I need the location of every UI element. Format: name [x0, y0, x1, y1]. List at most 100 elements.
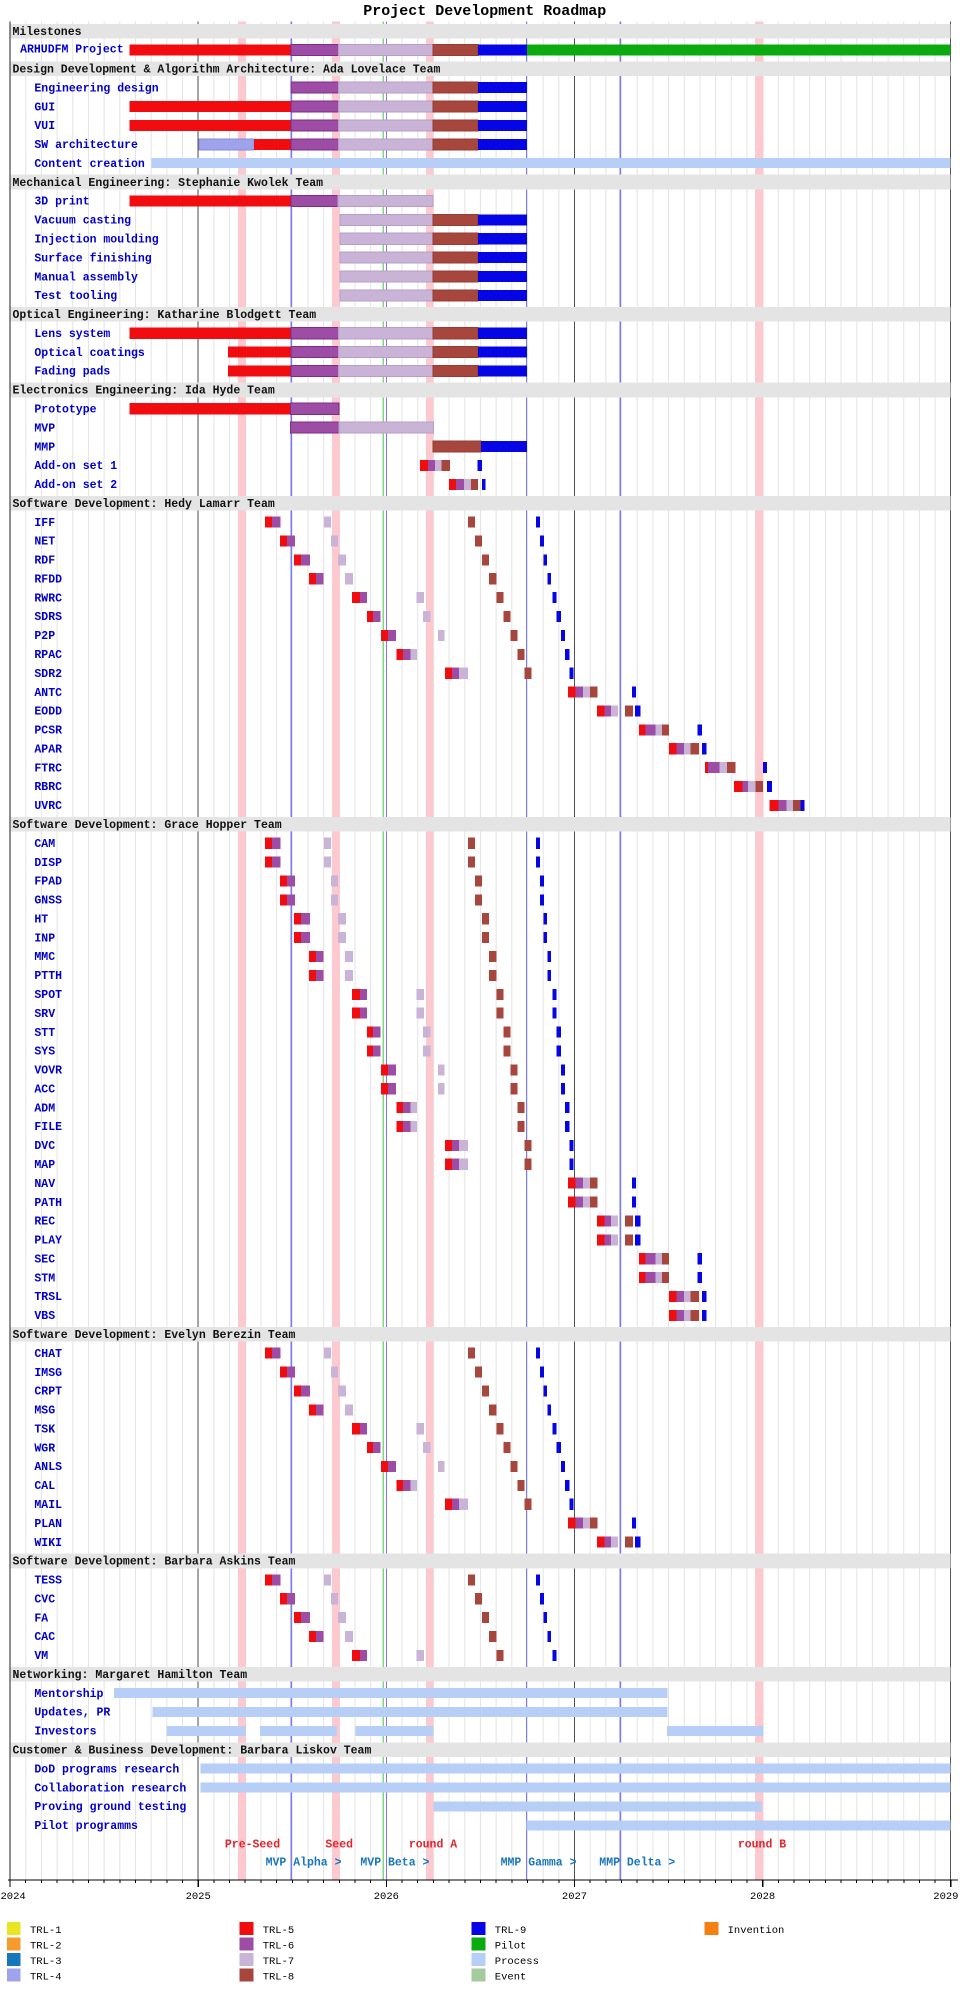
svg-text:Customer & Business Developmen: Customer & Business Development: Barbara…: [13, 1745, 372, 1758]
svg-text:ANLS: ANLS: [34, 1461, 62, 1474]
svg-text:Software Development: Grace Ho: Software Development: Grace Hopper Team: [13, 819, 282, 832]
svg-text:3D print: 3D print: [34, 196, 89, 209]
svg-text:REC: REC: [34, 1216, 55, 1229]
svg-text:Vacuum casting: Vacuum casting: [34, 215, 131, 228]
svg-text:round B: round B: [738, 1838, 786, 1851]
svg-text:round A: round A: [409, 1838, 457, 1851]
svg-text:MVP Beta >: MVP Beta >: [360, 1856, 429, 1869]
svg-text:Collaboration research: Collaboration research: [34, 1782, 186, 1795]
svg-text:VBS: VBS: [34, 1310, 55, 1323]
svg-text:SW architecture: SW architecture: [34, 139, 138, 152]
svg-text:APAR: APAR: [34, 743, 62, 756]
svg-text:Lens system: Lens system: [34, 328, 110, 341]
svg-text:Prototype: Prototype: [34, 403, 96, 416]
svg-text:STM: STM: [34, 1272, 55, 1285]
svg-text:SDRS: SDRS: [34, 611, 62, 624]
svg-text:Optical Engineering: Katharine: Optical Engineering: Katharine Blodgett …: [13, 309, 317, 322]
svg-text:Invention: Invention: [728, 1925, 785, 1937]
svg-text:Add-on set 2: Add-on set 2: [34, 479, 117, 492]
svg-text:RFDD: RFDD: [34, 573, 62, 586]
svg-text:2024: 2024: [1, 1891, 26, 1903]
svg-text:Content creation: Content creation: [34, 158, 145, 171]
svg-text:PCSR: PCSR: [34, 725, 62, 738]
svg-text:FPAD: FPAD: [34, 876, 62, 889]
svg-text:Pilot programms: Pilot programms: [34, 1820, 138, 1833]
svg-text:TESS: TESS: [34, 1575, 62, 1588]
svg-text:FILE: FILE: [34, 1121, 62, 1134]
svg-text:Process: Process: [495, 1956, 539, 1968]
svg-text:MMP: MMP: [34, 441, 55, 454]
svg-text:NET: NET: [34, 536, 55, 549]
svg-text:DISP: DISP: [34, 857, 62, 870]
svg-text:GUI: GUI: [34, 101, 55, 114]
svg-text:EODD: EODD: [34, 706, 62, 719]
svg-text:CRPT: CRPT: [34, 1386, 62, 1399]
svg-text:Software Development: Hedy Lam: Software Development: Hedy Lamarr Team: [13, 498, 275, 511]
svg-text:PLAY: PLAY: [34, 1235, 62, 1248]
svg-text:2028: 2028: [750, 1891, 775, 1903]
svg-text:DoD programs research: DoD programs research: [34, 1763, 179, 1776]
svg-text:Manual assembly: Manual assembly: [34, 271, 138, 284]
svg-text:Pre-Seed: Pre-Seed: [225, 1838, 280, 1851]
svg-text:PTTH: PTTH: [34, 970, 62, 983]
svg-text:2027: 2027: [562, 1891, 587, 1903]
svg-text:Fading pads: Fading pads: [34, 366, 110, 379]
svg-text:Surface finishing: Surface finishing: [34, 252, 151, 265]
svg-text:ADM: ADM: [34, 1102, 55, 1115]
svg-text:CHAT: CHAT: [34, 1348, 62, 1361]
svg-text:ARHUDFM Project: ARHUDFM Project: [20, 43, 124, 56]
svg-text:TSK: TSK: [34, 1423, 55, 1436]
svg-text:FTRC: FTRC: [34, 762, 62, 775]
svg-text:MVP Alpha >: MVP Alpha >: [266, 1856, 342, 1869]
svg-text:CAL: CAL: [34, 1480, 55, 1493]
svg-text:Milestones: Milestones: [13, 26, 82, 39]
svg-text:2025: 2025: [186, 1891, 211, 1903]
svg-text:UVRC: UVRC: [34, 800, 62, 813]
svg-text:TRL-6: TRL-6: [263, 1941, 295, 1953]
svg-text:SPOT: SPOT: [34, 989, 62, 1002]
svg-text:2029: 2029: [933, 1891, 958, 1903]
svg-text:CVC: CVC: [34, 1593, 55, 1606]
svg-text:2026: 2026: [374, 1891, 399, 1903]
svg-text:WIKI: WIKI: [34, 1537, 62, 1550]
svg-text:ANTC: ANTC: [34, 687, 62, 700]
svg-text:VM: VM: [34, 1650, 48, 1663]
svg-text:Mechanical Engineering: Stepha: Mechanical Engineering: Stephanie Kwolek…: [13, 177, 324, 190]
svg-text:CAM: CAM: [34, 838, 55, 851]
svg-text:Event: Event: [495, 1971, 527, 1983]
svg-text:DVC: DVC: [34, 1140, 55, 1153]
svg-text:MMP Gamma >: MMP Gamma >: [501, 1856, 577, 1869]
svg-text:HT: HT: [34, 913, 48, 926]
svg-text:MAIL: MAIL: [34, 1499, 62, 1512]
svg-text:STT: STT: [34, 1027, 55, 1040]
svg-text:MVP: MVP: [34, 422, 55, 435]
svg-text:PATH: PATH: [34, 1197, 62, 1210]
svg-text:Networking: Margaret Hamilton: Networking: Margaret Hamilton Team: [13, 1669, 248, 1682]
svg-text:Test tooling: Test tooling: [34, 290, 117, 303]
svg-text:Mentorship: Mentorship: [34, 1688, 103, 1701]
svg-text:VOVR: VOVR: [34, 1065, 62, 1078]
svg-text:TRL-1: TRL-1: [30, 1925, 62, 1937]
svg-text:TRL-3: TRL-3: [30, 1956, 62, 1968]
svg-text:TRSL: TRSL: [34, 1291, 62, 1304]
svg-text:RDF: RDF: [34, 555, 55, 568]
svg-text:P2P: P2P: [34, 630, 55, 643]
svg-text:MMC: MMC: [34, 951, 55, 964]
svg-text:Pilot: Pilot: [495, 1941, 527, 1953]
svg-text:RWRC: RWRC: [34, 592, 62, 605]
svg-text:ACC: ACC: [34, 1083, 55, 1096]
svg-text:SEC: SEC: [34, 1253, 55, 1266]
svg-text:Optical coatings: Optical coatings: [34, 347, 145, 360]
svg-text:Add-on set 1: Add-on set 1: [34, 460, 117, 473]
svg-text:TRL-2: TRL-2: [30, 1941, 62, 1953]
svg-text:TRL-5: TRL-5: [263, 1925, 295, 1937]
svg-text:Updates, PR: Updates, PR: [34, 1707, 110, 1720]
svg-text:VUI: VUI: [34, 120, 55, 133]
svg-text:MMP Delta >: MMP Delta >: [599, 1856, 675, 1869]
svg-text:MSG: MSG: [34, 1405, 55, 1418]
svg-text:Injection moulding: Injection moulding: [34, 233, 158, 246]
svg-text:SRV: SRV: [34, 1008, 55, 1021]
svg-text:Project Development Roadmap: Project Development Roadmap: [363, 3, 606, 20]
svg-text:RPAC: RPAC: [34, 649, 62, 662]
svg-text:TRL-4: TRL-4: [30, 1971, 62, 1983]
